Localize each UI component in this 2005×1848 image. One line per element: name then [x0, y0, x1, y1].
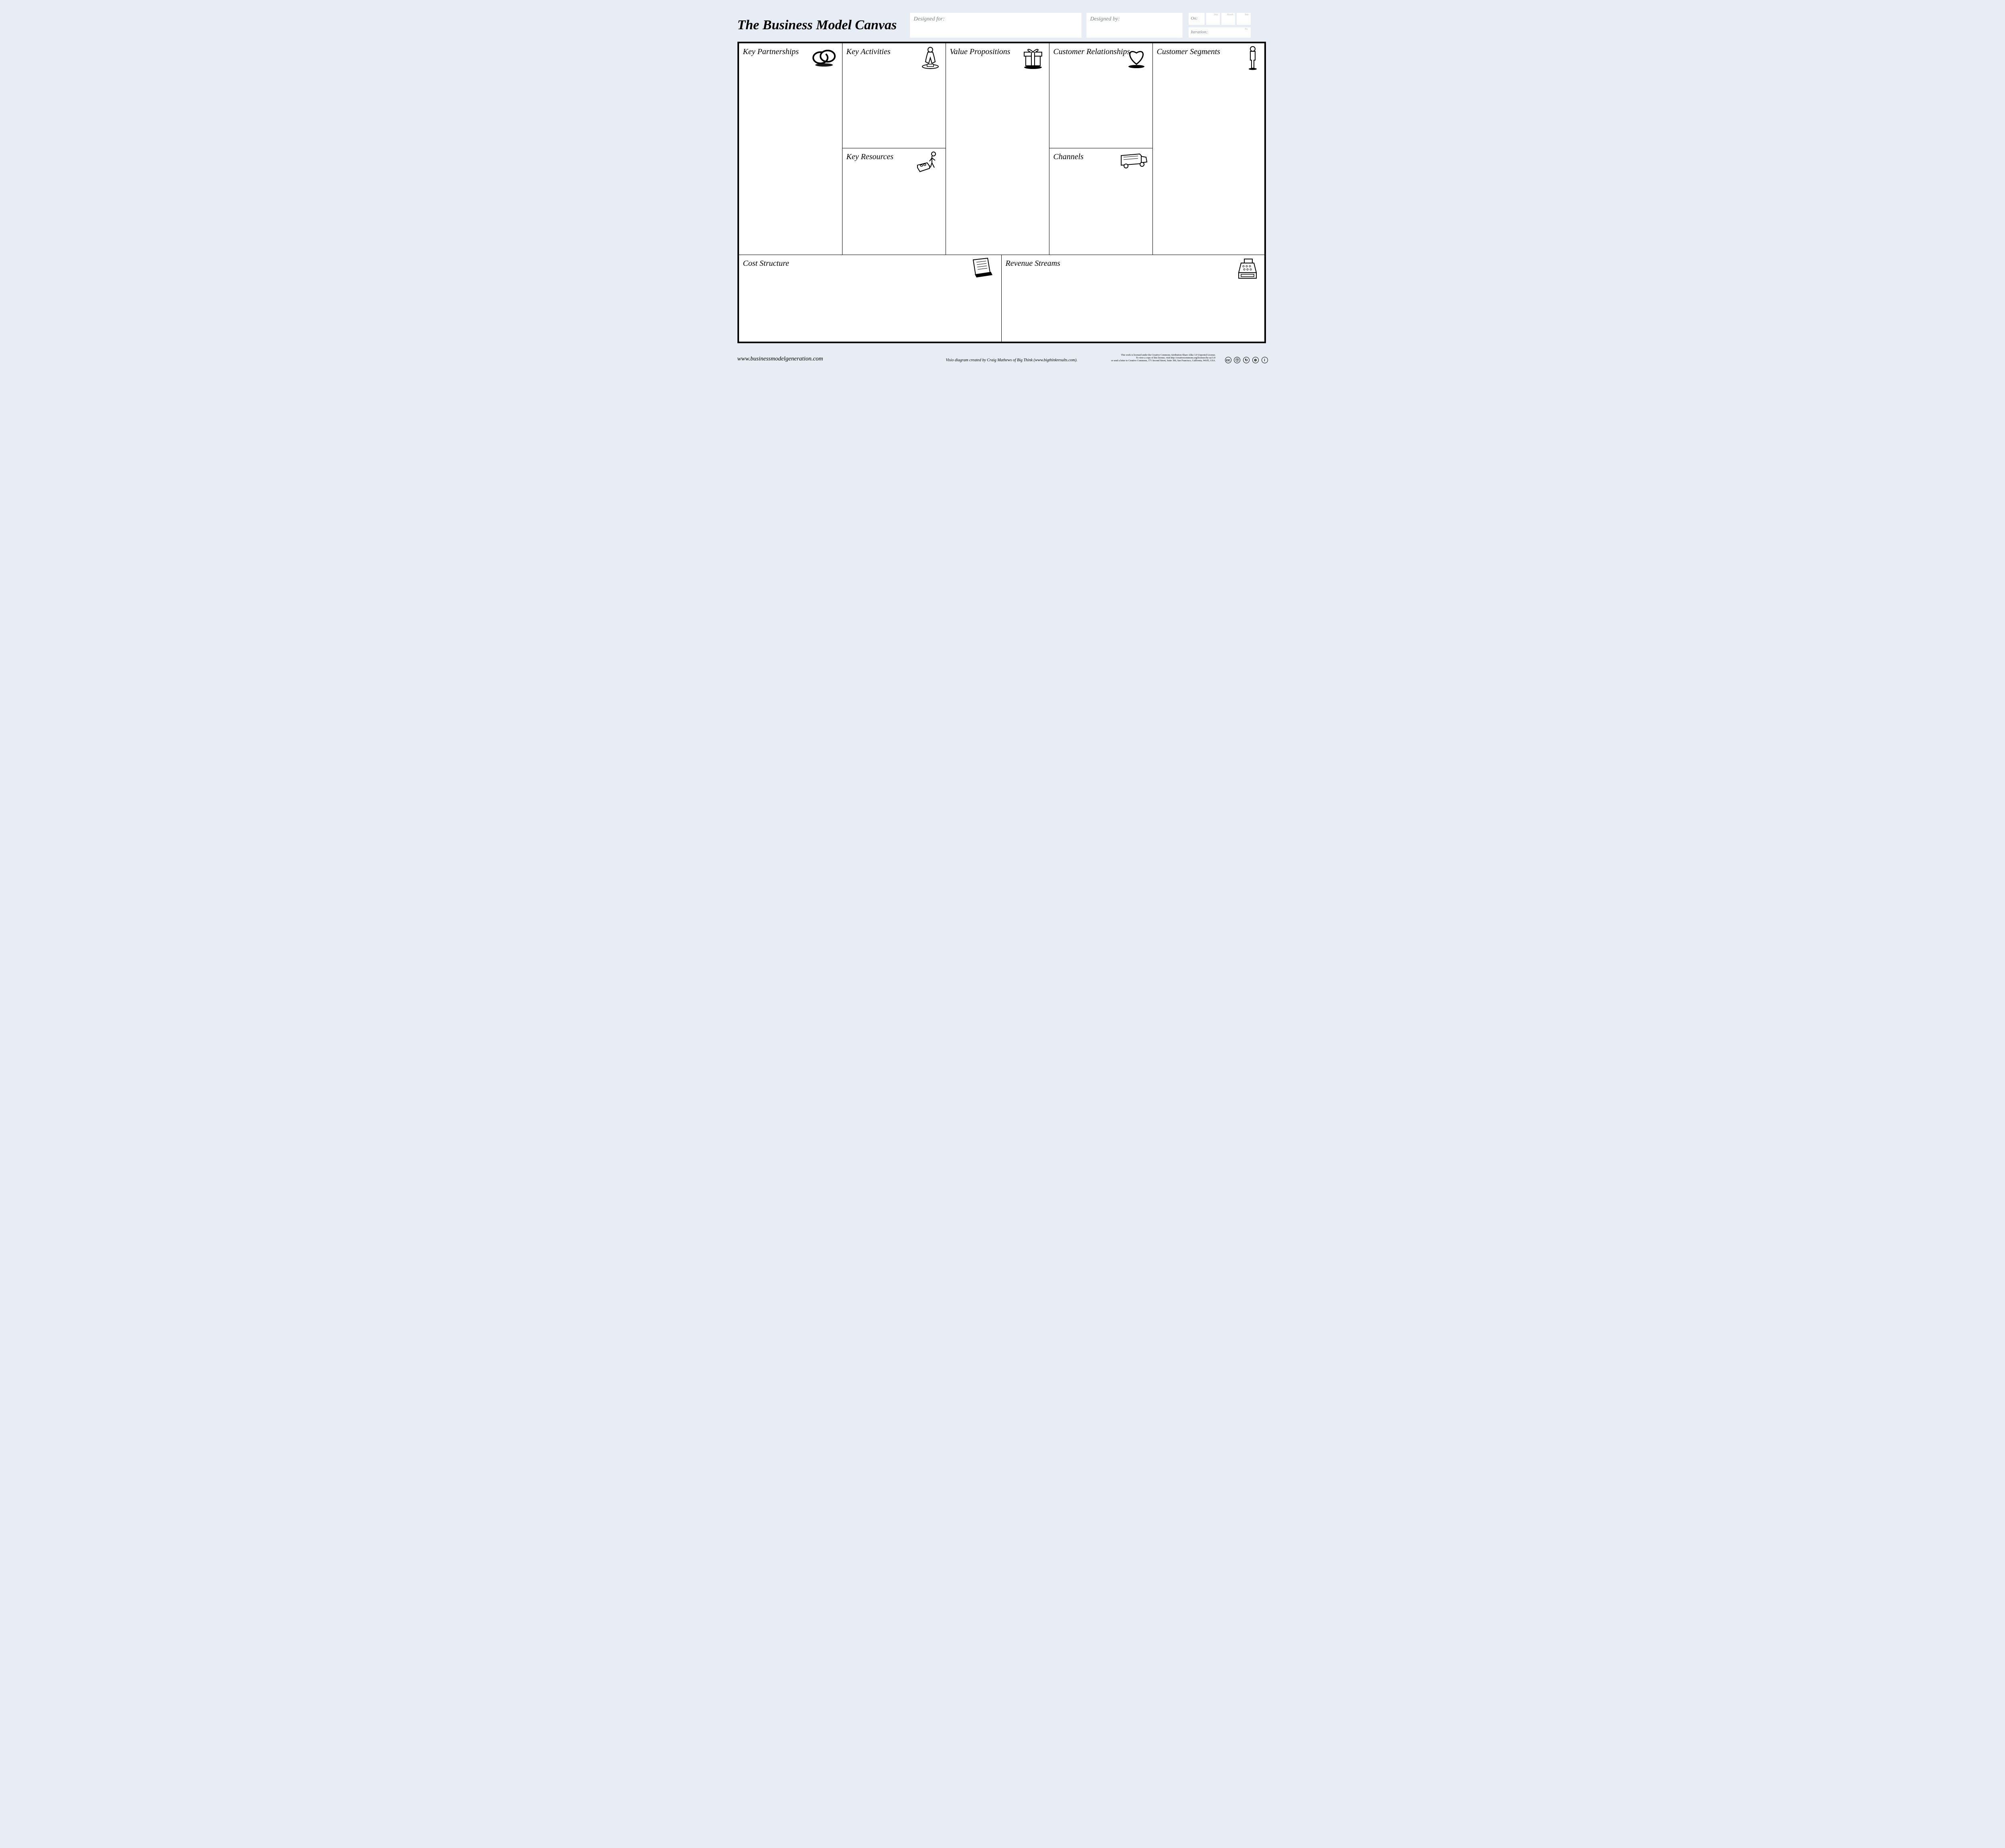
label-cost-structure: Cost Structure — [743, 259, 789, 268]
label-customer-relationships: Customer Relationships — [1053, 47, 1130, 57]
cc-icon-cc: cc — [1225, 357, 1231, 363]
label-revenue-streams: Revenue Streams — [1006, 259, 1060, 268]
cc-icon-sa2: ⊜ — [1252, 357, 1259, 363]
cell-key-activities: Key Activities — [843, 43, 946, 148]
cc-icon-sa: ↻ — [1243, 357, 1250, 363]
truck-icon — [1118, 151, 1148, 170]
cc-icon-i: i — [1262, 357, 1268, 363]
footer-credit: Visio diagram created by Craig Mathews o… — [946, 358, 1077, 362]
cell-customer-segments: Customer Segments — [1153, 43, 1264, 255]
rings-icon — [810, 46, 838, 68]
cell-key-resources: Key Resources — [843, 148, 946, 255]
cell-channels: Channels — [1049, 148, 1153, 255]
footer: www.businessmodelgeneration.com Visio di… — [737, 351, 1268, 362]
on-box: On: — [1189, 13, 1205, 25]
on-month-box: Month — [1221, 13, 1235, 25]
resources-icon — [916, 151, 942, 172]
cell-customer-relationships: Customer Relationships — [1049, 43, 1153, 148]
iteration-sub: No. — [1245, 28, 1248, 30]
license-line-3: or send a letter to Creative Commons, 17… — [1111, 360, 1216, 362]
on-day-label: Day — [1214, 14, 1218, 16]
iteration-label: Iteration: — [1191, 30, 1208, 34]
on-day-box: Day — [1206, 13, 1220, 25]
gift-icon — [1021, 46, 1045, 70]
cc-icon-by: ㋡ — [1234, 357, 1240, 363]
cell-cost-structure: Cost Structure — [739, 255, 1002, 342]
heart-icon — [1124, 46, 1148, 70]
footer-url: www.businessmodelgeneration.com — [737, 356, 823, 362]
on-month-label: Month — [1227, 14, 1233, 16]
on-label: On: — [1191, 16, 1198, 21]
label-channels: Channels — [1053, 152, 1084, 162]
paper-icon — [968, 257, 996, 279]
cell-revenue-streams: Revenue Streams — [1002, 255, 1264, 342]
footer-license: This work is licensed under the Creative… — [1111, 354, 1216, 362]
label-key-activities: Key Activities — [847, 47, 891, 57]
worker-icon — [919, 46, 942, 70]
label-customer-segments: Customer Segments — [1157, 47, 1220, 57]
canvas-grid: Key Partnerships Key Activities Key Reso… — [737, 42, 1266, 343]
cell-key-partnerships: Key Partnerships — [739, 43, 843, 255]
cell-value-propositions: Value Propositions — [946, 43, 1049, 255]
on-year-box: Year — [1237, 13, 1251, 25]
designed-for-box: Designed for: — [910, 13, 1081, 38]
register-icon — [1236, 257, 1259, 281]
iteration-box: Iteration: No. — [1189, 27, 1251, 38]
cc-badges: cc ㋡ ↻ ⊜ i — [1224, 356, 1268, 363]
designed-by-box: Designed by: — [1086, 13, 1183, 38]
designed-for-label: Designed for: — [914, 16, 945, 22]
designed-by-label: Designed by: — [1090, 16, 1120, 22]
page: The Business Model Canvas Designed for: … — [725, 0, 1280, 370]
label-key-resources: Key Resources — [847, 152, 894, 162]
person-icon — [1247, 46, 1259, 71]
page-title: The Business Model Canvas — [737, 18, 897, 33]
label-key-partnerships: Key Partnerships — [743, 47, 799, 57]
label-value-propositions: Value Propositions — [950, 47, 1011, 57]
on-year-label: Year — [1245, 14, 1249, 16]
